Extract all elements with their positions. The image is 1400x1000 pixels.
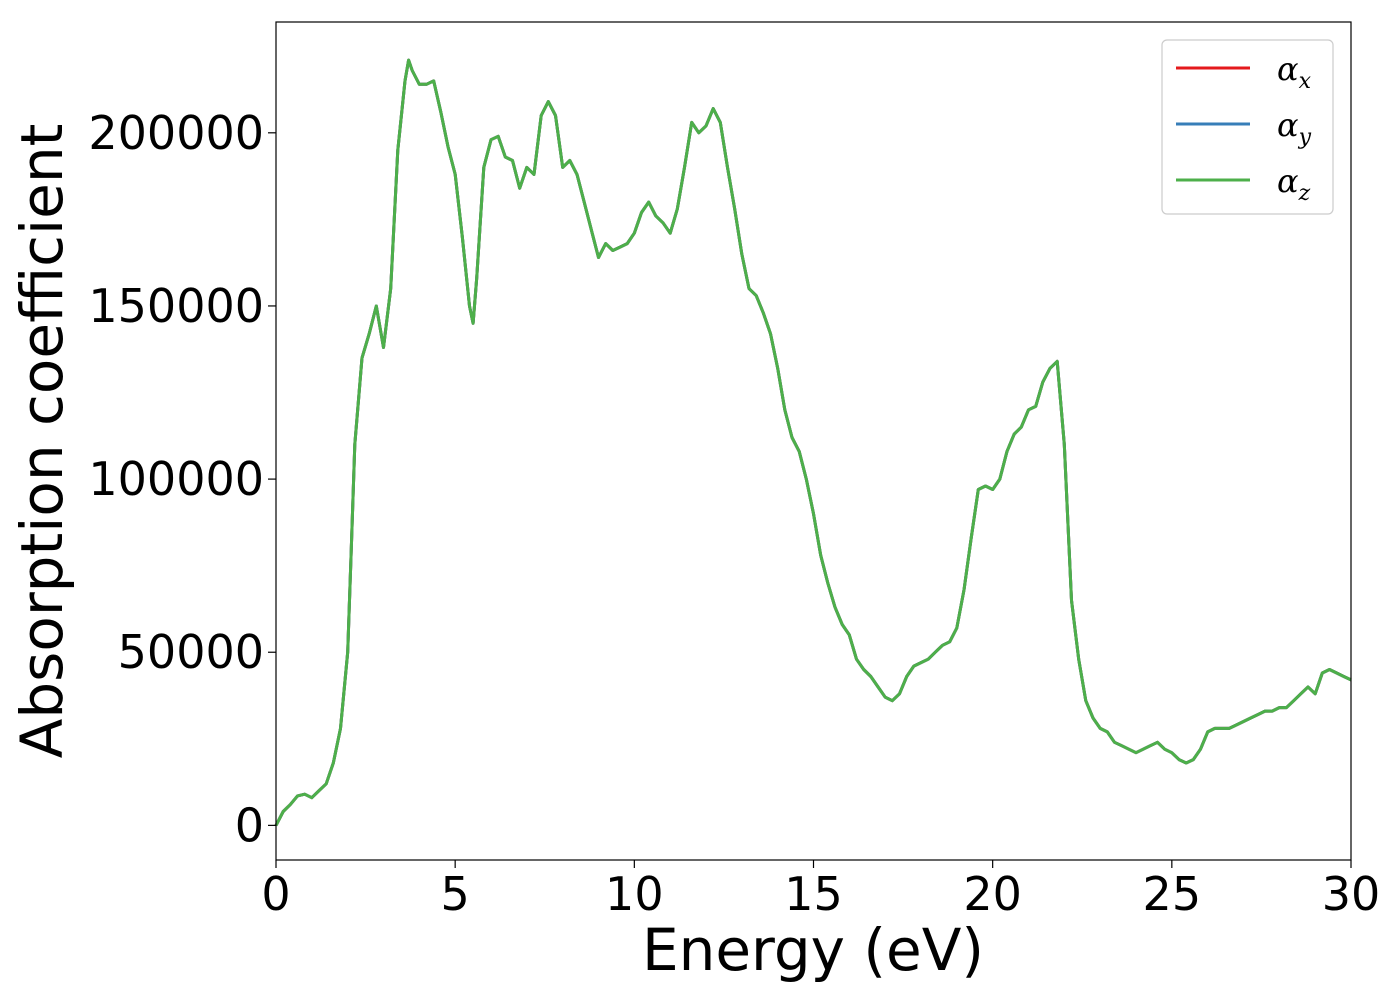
x-tick-label: 30 [1322,867,1381,921]
x-tick-label: 10 [605,867,664,921]
legend-box [1161,39,1334,215]
x-tick-label: 20 [963,867,1022,921]
x-axis-title: Energy (eV) [642,916,984,984]
legend-label-base: α [1277,162,1299,200]
legend-label-subscript: x [1299,69,1312,94]
legend-label-subscript: z [1298,181,1311,206]
x-tick-label: 15 [784,867,843,921]
legend-label-base: α [1277,50,1299,88]
x-axis-ticks: 0 5 10 15 20 25 30 [261,860,1380,921]
series-layer [274,58,1352,827]
legend-label-x: αx [1277,50,1312,94]
y-tick-label: 50000 [118,625,264,679]
legend-label-base: α [1277,106,1299,144]
legend-label-y: αy [1277,106,1312,150]
y-tick-label: 200000 [88,106,264,160]
y-axis-ticks: 0 50000 100000 150000 200000 [88,106,276,852]
x-tick-label: 0 [261,867,290,921]
legend-label-z: αz [1277,162,1311,206]
y-tick-label: 150000 [88,279,264,333]
x-tick-label: 25 [1143,867,1202,921]
series-line-z [274,58,1352,827]
x-tick-label: 5 [441,867,470,921]
y-tick-label: 0 [235,798,264,852]
y-tick-label: 100000 [88,452,264,506]
y-axis-title: Absorption coefficient [8,124,76,759]
legend-label-subscript: y [1298,125,1312,150]
